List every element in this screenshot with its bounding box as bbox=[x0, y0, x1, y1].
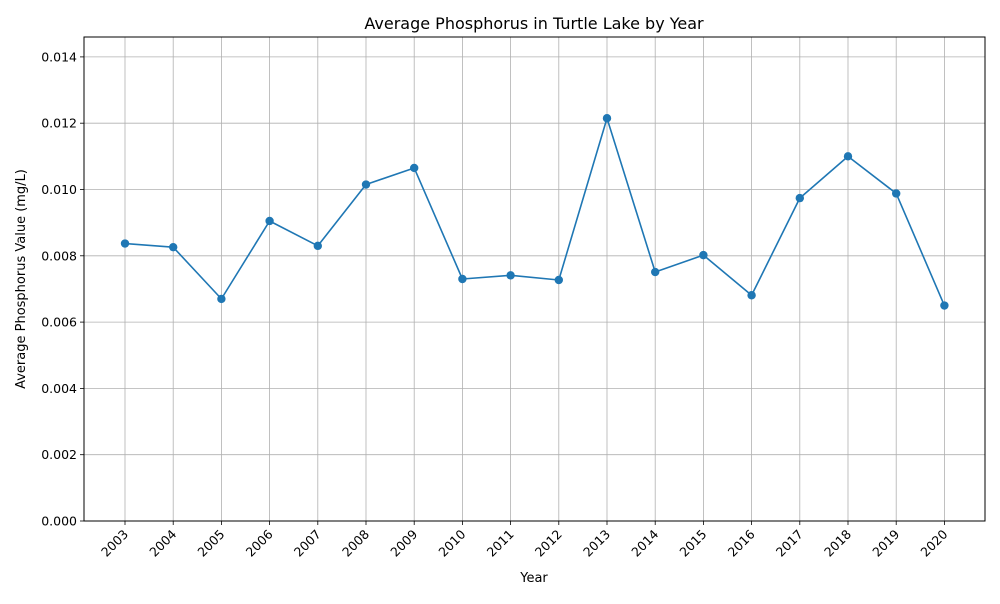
data-point bbox=[795, 193, 804, 203]
y-tick-label: 0.008 bbox=[41, 248, 77, 263]
y-tick-label: 0.002 bbox=[41, 447, 77, 462]
y-tick-label: 0.006 bbox=[41, 315, 77, 330]
y-tick-label: 0.010 bbox=[41, 182, 77, 197]
plot-area-frame bbox=[83, 36, 986, 522]
series-layer bbox=[120, 114, 949, 310]
y-tick-label: 0.000 bbox=[41, 514, 77, 529]
data-point bbox=[892, 189, 901, 198]
data-point bbox=[651, 267, 660, 277]
y-tick-label: 0.012 bbox=[41, 116, 77, 131]
data-point bbox=[265, 216, 274, 226]
y-tick-label: 0.014 bbox=[41, 49, 77, 64]
data-point bbox=[843, 152, 853, 161]
data-point bbox=[217, 294, 226, 304]
data-point bbox=[506, 271, 515, 280]
data-point bbox=[361, 180, 371, 189]
data-point bbox=[699, 250, 708, 260]
data-point bbox=[458, 274, 467, 284]
data-point bbox=[940, 301, 949, 310]
series-line bbox=[124, 117, 946, 306]
data-point bbox=[313, 241, 322, 251]
data-point bbox=[169, 242, 178, 252]
chart-title: Average Phosphorus in Turtle Lake by Yea… bbox=[364, 14, 704, 33]
data-point bbox=[410, 163, 419, 173]
data-point bbox=[747, 291, 756, 300]
data-point bbox=[554, 275, 563, 285]
data-point bbox=[120, 239, 130, 248]
y-axis-label: Average Phosphorus Value (mg/L) bbox=[14, 169, 29, 389]
data-point bbox=[602, 114, 612, 123]
x-axis-label: Year bbox=[519, 571, 548, 586]
y-tick-label: 0.004 bbox=[41, 381, 77, 396]
